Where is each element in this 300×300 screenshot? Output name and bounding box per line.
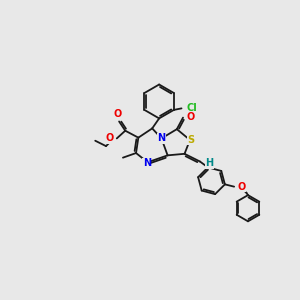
Text: O: O xyxy=(106,134,114,143)
Text: N: N xyxy=(143,158,151,168)
Text: O: O xyxy=(113,109,122,119)
Text: O: O xyxy=(186,112,194,122)
Text: S: S xyxy=(187,135,194,145)
Text: Cl: Cl xyxy=(186,103,197,113)
Text: O: O xyxy=(237,182,245,192)
Text: N: N xyxy=(158,134,166,143)
Text: H: H xyxy=(205,158,214,168)
